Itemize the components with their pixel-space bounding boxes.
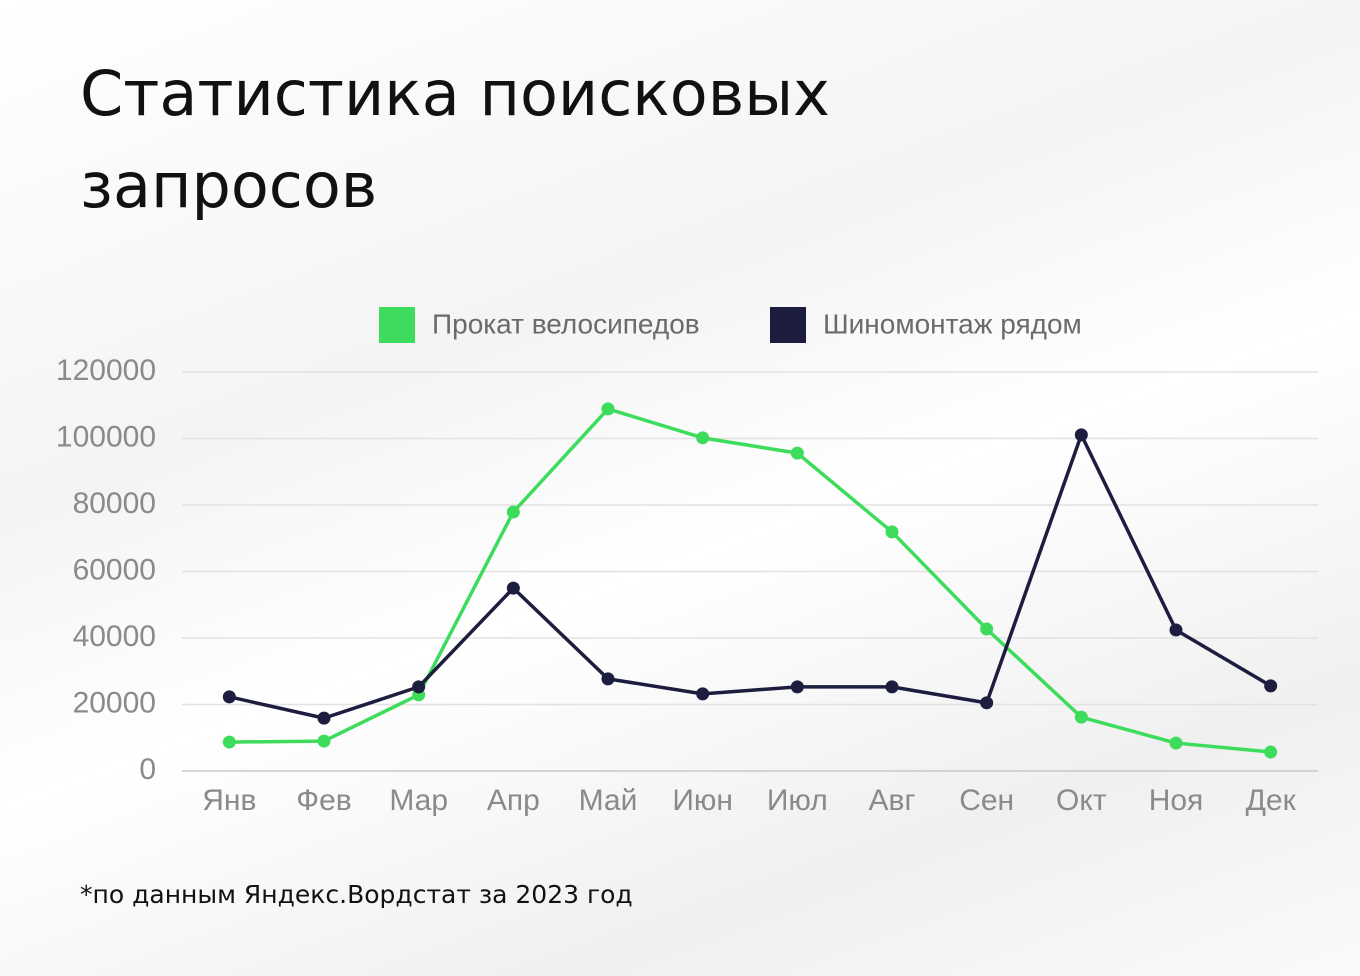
y-tick-label: 120000 <box>56 354 156 387</box>
data-point <box>696 687 710 701</box>
x-tick-label: Мар <box>389 784 448 817</box>
legend-label: Шиномонтаж рядом <box>823 308 1082 339</box>
x-tick-label: Авг <box>869 784 916 817</box>
data-point <box>885 525 899 539</box>
data-point <box>980 622 994 636</box>
data-point <box>1074 710 1088 724</box>
y-tick-label: 20000 <box>73 686 156 719</box>
y-tick-label: 40000 <box>73 620 156 653</box>
data-point <box>222 735 236 749</box>
x-tick-label: Апр <box>487 784 540 817</box>
data-point <box>601 402 615 416</box>
data-point <box>696 431 710 445</box>
data-point <box>1169 623 1183 637</box>
data-point <box>506 505 520 519</box>
data-point <box>1264 679 1278 693</box>
x-tick-label: Июн <box>672 784 733 817</box>
data-point <box>1264 745 1278 759</box>
data-point <box>317 734 331 748</box>
series-line <box>228 433 1272 720</box>
y-tick-label: 100000 <box>56 420 156 453</box>
x-tick-label: Фев <box>296 784 351 817</box>
data-point <box>885 680 899 694</box>
data-point <box>790 446 804 460</box>
legend-swatch <box>770 307 806 343</box>
x-tick-label: Дек <box>1246 784 1297 817</box>
x-tick-label: Ноя <box>1149 784 1204 817</box>
data-point <box>222 690 236 704</box>
data-point <box>506 581 520 595</box>
x-tick-label: Сен <box>959 784 1014 817</box>
data-point <box>1074 428 1088 442</box>
chart-title: Статистика поисковых запросов <box>80 57 830 222</box>
data-point <box>601 672 615 686</box>
legend-label: Прокат велосипедов <box>432 308 700 339</box>
data-point <box>980 696 994 710</box>
legend-swatch <box>379 307 415 343</box>
y-tick-label: 0 <box>139 753 156 786</box>
data-point <box>790 680 804 694</box>
x-tick-label: Янв <box>202 784 256 817</box>
x-tick-label: Май <box>579 784 638 817</box>
x-tick-label: Окт <box>1056 784 1107 817</box>
data-point <box>317 711 331 725</box>
y-tick-label: 80000 <box>73 487 156 520</box>
x-tick-label: Июл <box>767 784 828 817</box>
series-line <box>229 407 1271 754</box>
y-tick-label: 60000 <box>73 553 156 586</box>
data-point <box>412 680 426 694</box>
source-note: *по данным Яндекс.Вордстат за 2023 год <box>80 880 633 909</box>
data-point <box>1169 736 1183 750</box>
